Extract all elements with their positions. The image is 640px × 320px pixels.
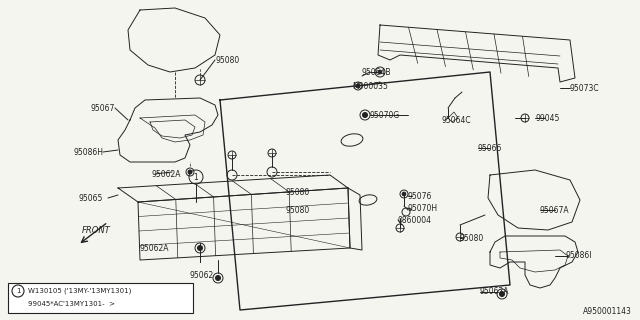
Circle shape xyxy=(356,84,360,88)
Text: 95076: 95076 xyxy=(408,191,433,201)
Text: 0860004: 0860004 xyxy=(398,215,432,225)
Text: 95073C: 95073C xyxy=(570,84,600,92)
Text: 95066: 95066 xyxy=(478,143,502,153)
Text: 95062A: 95062A xyxy=(152,170,182,179)
Text: 95080: 95080 xyxy=(286,205,310,214)
Circle shape xyxy=(362,113,367,117)
Text: FRONT: FRONT xyxy=(82,226,111,235)
Text: 95064C: 95064C xyxy=(442,116,472,124)
Text: 95062A: 95062A xyxy=(480,287,509,297)
Text: 95070H: 95070H xyxy=(408,204,438,212)
Text: 95067A: 95067A xyxy=(540,205,570,214)
Text: 95080: 95080 xyxy=(286,188,310,196)
Text: 95086H: 95086H xyxy=(73,148,103,156)
Text: 95065: 95065 xyxy=(79,194,103,203)
Text: 1: 1 xyxy=(194,172,198,181)
Text: 95070G: 95070G xyxy=(370,110,400,119)
Text: 95062A: 95062A xyxy=(140,244,170,252)
Text: 95086I: 95086I xyxy=(565,252,591,260)
FancyBboxPatch shape xyxy=(8,283,193,313)
Circle shape xyxy=(402,192,406,196)
Text: M000035: M000035 xyxy=(352,82,388,91)
Text: 99045*AC'13MY1301-  >: 99045*AC'13MY1301- > xyxy=(28,301,115,307)
Circle shape xyxy=(499,292,504,297)
Text: 99045: 99045 xyxy=(535,114,559,123)
Circle shape xyxy=(378,70,382,74)
Text: 1: 1 xyxy=(16,288,20,294)
Circle shape xyxy=(216,276,221,281)
Text: 95067: 95067 xyxy=(91,103,115,113)
Text: 95064B: 95064B xyxy=(362,68,392,76)
Circle shape xyxy=(198,245,202,251)
Text: W130105 ('13MY-'13MY1301): W130105 ('13MY-'13MY1301) xyxy=(28,288,131,294)
Text: 95062: 95062 xyxy=(190,271,214,281)
Text: 95080: 95080 xyxy=(216,55,240,65)
Circle shape xyxy=(188,170,192,174)
Text: 95080: 95080 xyxy=(460,234,484,243)
Text: A950001143: A950001143 xyxy=(583,308,632,316)
